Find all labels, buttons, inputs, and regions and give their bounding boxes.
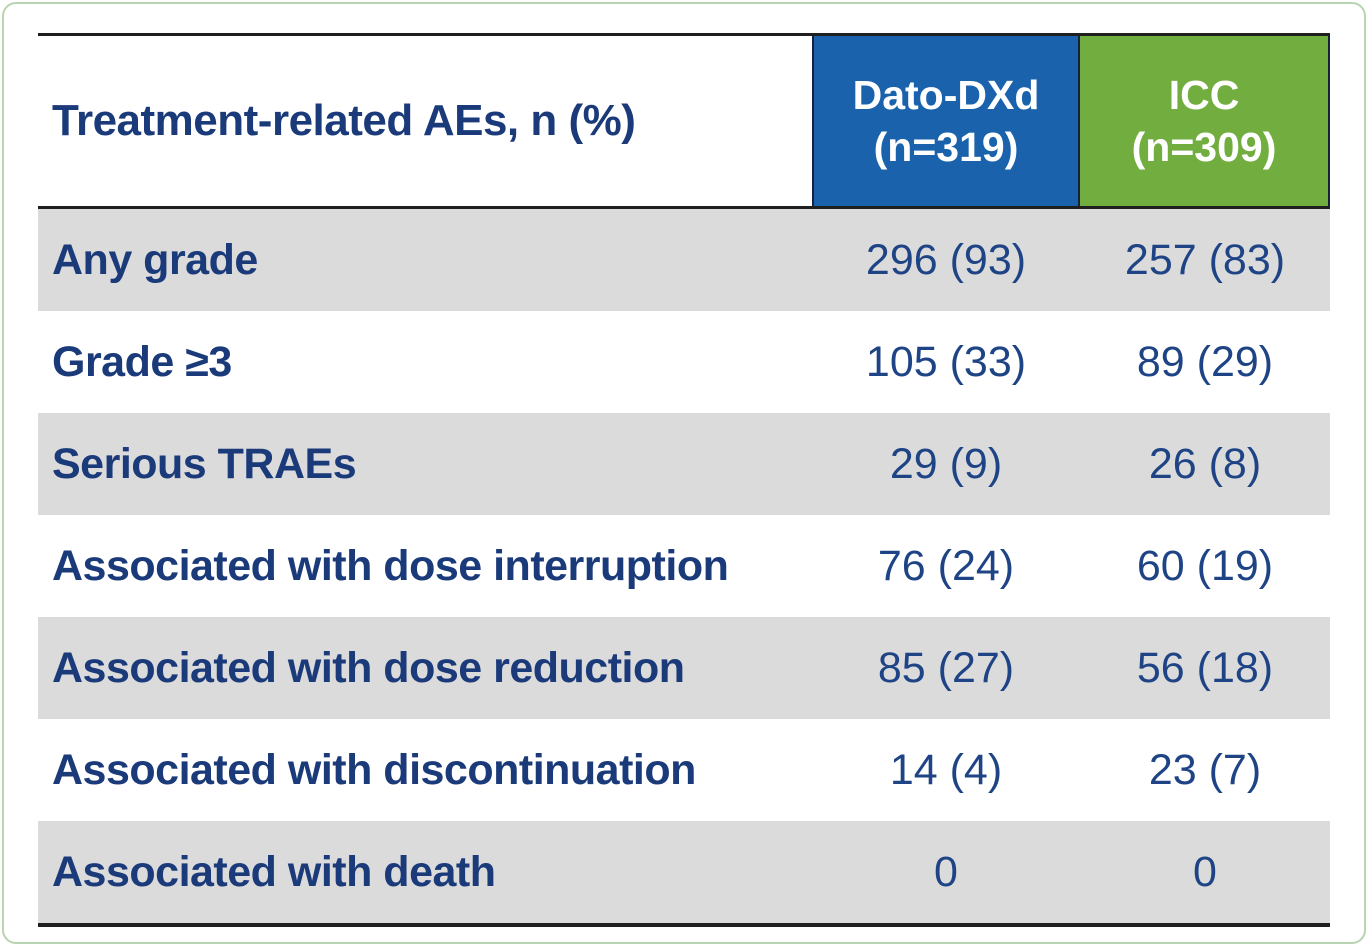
row-label: Associated with dose reduction	[52, 643, 685, 692]
dato-dxd-value: 296 (93)	[865, 235, 1027, 284]
row-label: Any grade	[52, 235, 258, 284]
row-label: Associated with dose interruption	[52, 541, 729, 590]
table-row: Serious TRAEs 29 (9) 26 (8)	[38, 413, 1330, 515]
table-row: Any grade 296 (93) 257 (83)	[38, 209, 1330, 311]
dato-dxd-value: 76 (24)	[877, 541, 1015, 590]
column-header-icc: ICC (n=309)	[1080, 36, 1330, 206]
table-row: Grade ≥3 105 (33) 89 (29)	[38, 311, 1330, 413]
column-header-dato-dxd: Dato-DXd (n=319)	[812, 36, 1080, 206]
table-row: Associated with death 0 0	[38, 821, 1330, 923]
column-header-dato-dxd-name: Dato-DXd	[852, 72, 1040, 118]
icc-value: 26 (8)	[1148, 439, 1262, 488]
dato-dxd-value: 0	[934, 847, 958, 896]
column-header-dato-dxd-n: (n=319)	[873, 124, 1019, 170]
row-label: Associated with discontinuation	[52, 745, 696, 794]
icc-value: 0	[1193, 847, 1217, 896]
adverse-events-table: Treatment-related AEs, n (%) Dato-DXd (n…	[38, 33, 1330, 927]
dato-dxd-value: 85 (27)	[877, 643, 1015, 692]
table-header-row: Treatment-related AEs, n (%) Dato-DXd (n…	[38, 36, 1330, 209]
row-label: Grade ≥3	[52, 337, 232, 386]
icc-value: 56 (18)	[1136, 643, 1274, 692]
table-row: Associated with discontinuation 14 (4) 2…	[38, 719, 1330, 821]
column-header-icc-n: (n=309)	[1131, 124, 1277, 170]
table-row: Associated with dose interruption 76 (24…	[38, 515, 1330, 617]
icc-value: 60 (19)	[1136, 541, 1274, 590]
dato-dxd-value: 105 (33)	[865, 337, 1027, 386]
row-label: Serious TRAEs	[52, 439, 357, 488]
dato-dxd-value: 29 (9)	[889, 439, 1003, 488]
table-title-cell: Treatment-related AEs, n (%)	[38, 36, 812, 206]
icc-value: 89 (29)	[1136, 337, 1274, 386]
column-header-icc-name: ICC	[1168, 72, 1240, 118]
icc-value: 257 (83)	[1124, 235, 1286, 284]
row-label: Associated with death	[52, 847, 496, 896]
table-row: Associated with dose reduction 85 (27) 5…	[38, 617, 1330, 719]
icc-value: 23 (7)	[1148, 745, 1262, 794]
dato-dxd-value: 14 (4)	[889, 745, 1003, 794]
